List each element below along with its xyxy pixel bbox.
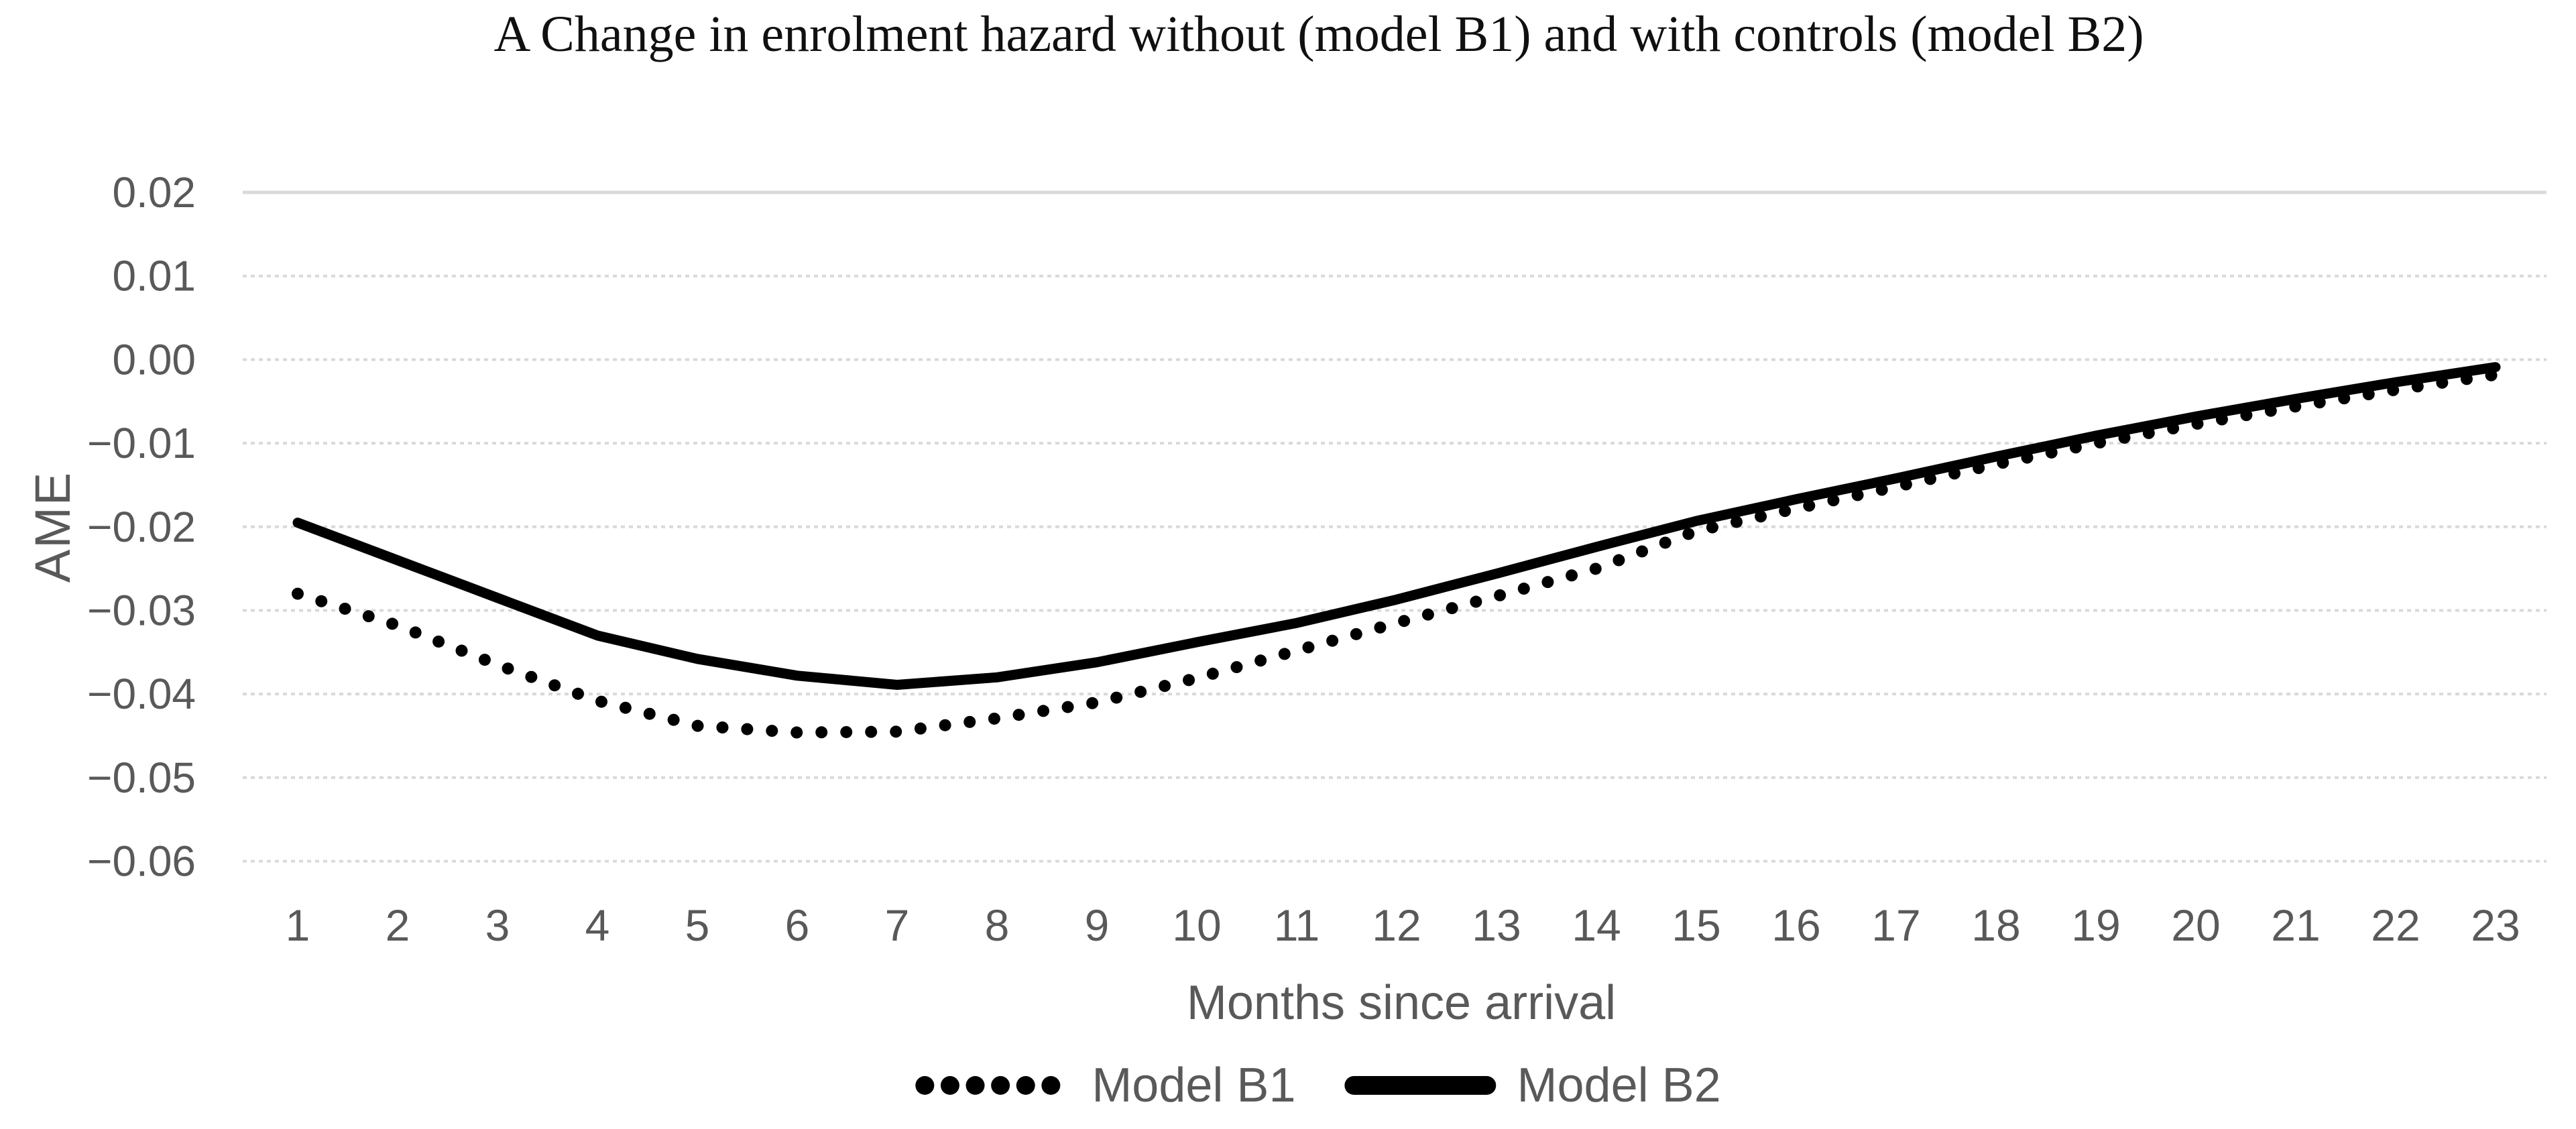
x-tick-label: 13 — [1472, 900, 1521, 950]
y-tick-label: 0.02 — [112, 168, 196, 217]
x-tick-label: 9 — [1085, 900, 1110, 950]
x-tick-label: 3 — [485, 900, 510, 950]
x-tick-label: 18 — [1971, 900, 2020, 950]
y-axis-title: AME — [25, 471, 80, 583]
series-model-b1-line — [292, 368, 2502, 739]
x-tick-label: 22 — [2371, 900, 2420, 950]
legend: Model B1 Model B2 — [914, 1058, 1721, 1113]
x-tick-label: 20 — [2171, 900, 2220, 950]
y-tick-label: 0.01 — [112, 252, 196, 300]
x-tick-label: 16 — [1771, 900, 1820, 950]
x-tick-label: 14 — [1572, 900, 1621, 950]
x-tick-label: 19 — [2071, 900, 2120, 950]
y-tick-label: 0.00 — [112, 335, 196, 383]
y-tick-label: −0.04 — [87, 670, 196, 718]
legend-sample-solid-line-icon — [1344, 1076, 1497, 1095]
legend-label-model-b2: Model B2 — [1517, 1059, 1721, 1112]
y-tick-label: −0.01 — [87, 419, 196, 467]
x-tick-label: 7 — [885, 900, 910, 950]
legend-label-model-b1: Model B1 — [1092, 1059, 1296, 1112]
x-tick-label: 23 — [2471, 900, 2520, 950]
x-axis-title: Months since arrival — [1186, 976, 1617, 1030]
x-tick-label: 8 — [985, 900, 1010, 950]
x-tick-label: 2 — [386, 900, 410, 950]
y-tick-label: −0.05 — [87, 754, 196, 802]
x-tick-label: 21 — [2271, 900, 2320, 950]
x-tick-label: 12 — [1372, 900, 1421, 950]
y-tick-label: −0.03 — [87, 587, 196, 635]
legend-item-model-b1: Model B1 — [914, 1058, 1296, 1113]
y-tick-label: −0.06 — [87, 837, 196, 886]
x-tick-label: 1 — [286, 900, 310, 950]
y-tick-label: −0.02 — [87, 503, 196, 551]
legend-sample-dotted-line-icon — [915, 1076, 1061, 1095]
x-tick-label: 6 — [785, 900, 810, 950]
x-tick-label: 15 — [1672, 900, 1720, 950]
x-tick-label: 5 — [685, 900, 710, 950]
series-model-b2-line — [292, 362, 2501, 690]
x-tick-label: 10 — [1172, 900, 1221, 950]
x-tick-label: 4 — [585, 900, 610, 950]
x-tick-label: 17 — [1871, 900, 1920, 950]
x-tick-label: 11 — [1274, 900, 1320, 950]
chart-title: A Change in enrolment hazard without (mo… — [493, 6, 2144, 62]
legend-item-model-b2: Model B2 — [1344, 1058, 1721, 1113]
